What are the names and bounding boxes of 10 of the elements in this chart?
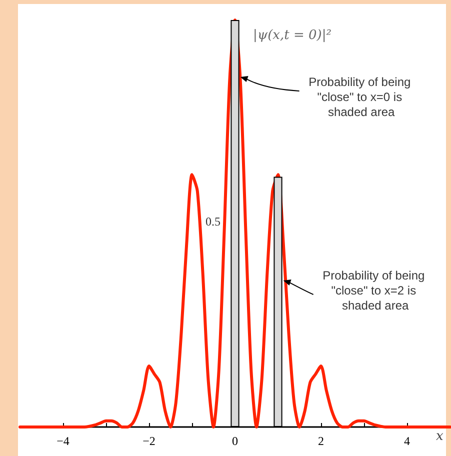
x-tick-label: −2	[142, 434, 156, 448]
annotation: |ψ(x,t = 0)|²	[253, 28, 332, 43]
x-tick-label: −4	[56, 434, 70, 448]
annotation: Probability of being "close" to x=2 is shaded area	[322, 268, 428, 312]
x-tick-label: 2	[318, 434, 324, 448]
annotation: 0.5	[206, 214, 220, 228]
x-tick-label: 4	[404, 434, 410, 448]
x-axis-title: x	[436, 429, 444, 444]
x-tick-label: 0	[232, 434, 238, 448]
annotation: Probability of being "close" to x=0 is shaded area	[308, 74, 414, 119]
